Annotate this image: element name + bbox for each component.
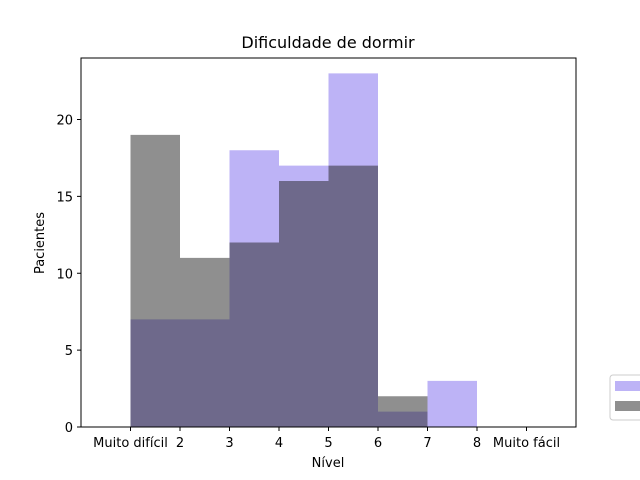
y-axis: 0 5 10 15 20 — [56, 114, 81, 436]
bar-series-2-bin-3 — [229, 242, 279, 427]
y-tick-label: 10 — [56, 267, 73, 282]
bar-series-2-bin-6 — [378, 396, 428, 427]
x-tick-label: 8 — [473, 436, 481, 451]
bar-series-2-bin-4 — [279, 181, 329, 427]
x-tick-label: 3 — [225, 436, 233, 451]
y-tick-label: 20 — [56, 114, 73, 129]
x-tick-label: 7 — [423, 436, 431, 451]
legend — [609, 374, 640, 421]
bar-series-2-bin-2 — [180, 257, 230, 427]
x-tick-label: Muito fácil — [493, 436, 560, 451]
y-tick-label: 0 — [65, 421, 73, 436]
bar-series-2-bin-1 — [130, 134, 180, 427]
x-tick-label: Muito difícil — [93, 436, 168, 451]
y-axis-label: Pacientes — [33, 212, 48, 274]
bars-group — [130, 73, 477, 427]
x-axis: Muito difícil 2 3 4 5 6 7 8 Muito fácil — [93, 427, 560, 451]
x-tick-label: 4 — [275, 436, 283, 451]
x-tick-label: 5 — [324, 436, 332, 451]
bar-series-1-bin-7 — [427, 380, 477, 427]
y-tick-label: 15 — [56, 190, 73, 205]
chart-title: Dificuldade de dormir — [241, 33, 415, 52]
y-tick-label: 5 — [65, 344, 73, 359]
legend-swatch-2 — [615, 401, 640, 411]
x-tick-label: 6 — [374, 436, 382, 451]
legend-swatch-1 — [615, 381, 640, 391]
bar-series-2-bin-5 — [328, 165, 378, 427]
x-axis-label: Nível — [312, 456, 345, 471]
x-tick-label: 2 — [176, 436, 184, 451]
